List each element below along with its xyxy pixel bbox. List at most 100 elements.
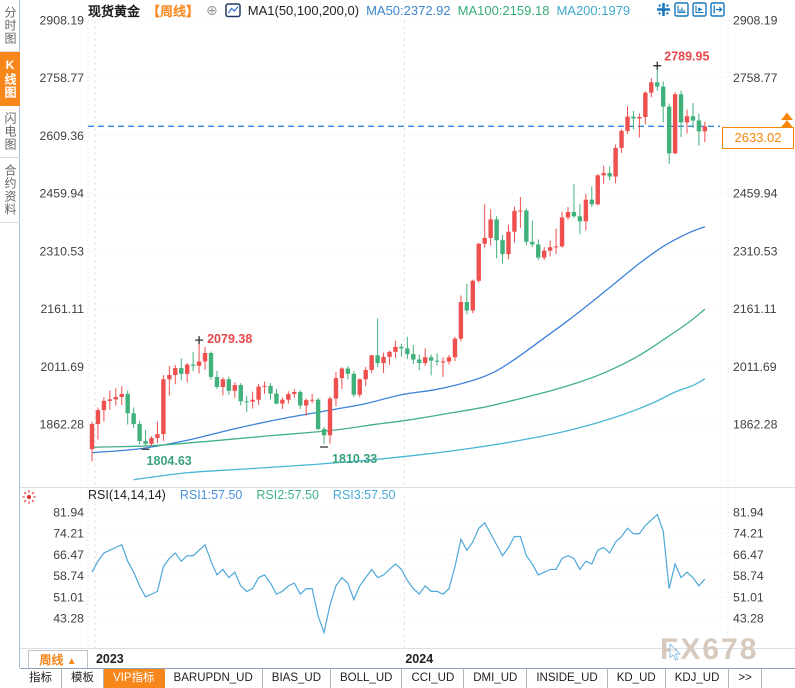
ma200-line [133, 378, 706, 481]
candle-body-down [274, 393, 279, 404]
indicator-settings-sun-icon[interactable] [21, 489, 37, 505]
price-axis-label-left: 2310.53 [40, 244, 85, 258]
candle-body-down [536, 244, 541, 258]
candle-body-up [482, 237, 487, 244]
chart-type-sidebar: 分时图 K线图 闪电图 合约资料 [0, 0, 20, 668]
tab-boll-ud[interactable]: BOLL_UD [331, 669, 403, 688]
candle-body-down [577, 216, 583, 222]
rsi-axis-label-left: 74.21 [53, 527, 84, 541]
indicator-tab-bar: 指标 模板 VIP指标 BARUPDN_UD BIAS_UD BOLL_UD C… [20, 668, 795, 688]
period-selector-button[interactable]: 周线 ▲ [28, 650, 88, 670]
price-scale-arrow-icon[interactable] [781, 112, 793, 128]
rsi-params-label[interactable]: RSI(14,14,14) [88, 488, 166, 502]
rsi-axis-label-right: 66.47 [733, 548, 764, 562]
candle-body-down [411, 354, 416, 360]
candle-body-up [393, 346, 398, 352]
candle-body-up [202, 353, 208, 362]
candle-body-up [476, 243, 481, 281]
rsi-bottom-divider [20, 648, 795, 649]
tab-template[interactable]: 模板 [62, 669, 104, 688]
tab-vip-indicator[interactable]: VIP指标 [104, 669, 165, 688]
axis-scale-arrow-icon[interactable] [692, 2, 707, 17]
candle-body-up [684, 116, 690, 123]
candle-body-down [244, 401, 249, 403]
candle-body-up [119, 393, 124, 398]
ma-settings-label[interactable]: MA1(50,100,200,0) [247, 2, 360, 18]
sidebar-item-contract-info[interactable]: 合约资料 [0, 158, 20, 223]
tab-kd-ud[interactable]: KD_UD [607, 669, 666, 688]
candle-body-up [512, 210, 517, 232]
tab-dmi-ud[interactable]: DMI_UD [464, 669, 528, 688]
candle-body-up [185, 364, 190, 374]
add-overlay-icon[interactable]: ⊕ [206, 2, 218, 18]
candle-body-up [423, 357, 428, 364]
candle-body-up [95, 410, 101, 425]
candle-body-down [661, 86, 666, 107]
candle-body-down [345, 368, 351, 374]
candle-body-up [286, 393, 291, 400]
candle-body-down [226, 379, 232, 391]
candle-body-down [655, 82, 660, 87]
sidebar-item-time-chart[interactable]: 分时图 [0, 0, 20, 52]
symbol-name: 现货黄金 [88, 3, 141, 19]
rsi-axis-label-right: 58.74 [733, 569, 764, 583]
axis-scale-bars-icon[interactable] [674, 2, 689, 17]
candle-body-down [321, 429, 327, 436]
candle-body-down [179, 368, 184, 374]
candle-body-up [369, 355, 374, 370]
chart-toolbar [656, 2, 725, 17]
candle-body-down [690, 116, 696, 121]
candle-body-down [666, 106, 672, 154]
high-marker-cross [195, 336, 204, 345]
price-axis-label-right: 2011.69 [733, 360, 777, 374]
rsi-axis-label-left: 51.01 [53, 590, 84, 604]
candle-body-up [619, 130, 624, 148]
candle-body-up [196, 361, 202, 366]
rsi-axis-label-right: 74.21 [733, 527, 764, 541]
exit-fullscreen-icon[interactable] [710, 2, 725, 17]
tab-indicator[interactable]: 指标 [20, 669, 62, 688]
candle-body-down [500, 240, 505, 255]
timeframe-label[interactable]: 【周线】 [147, 3, 200, 19]
rsi1-value: RSI1:57.50 [179, 488, 243, 502]
price-axis-label-left: 2908.19 [40, 14, 85, 28]
tab-kdj-ud[interactable]: KDJ_UD [665, 669, 730, 688]
tab-cci-ud[interactable]: CCI_UD [402, 669, 465, 688]
candle-body-up [649, 82, 654, 93]
rsi-header: RSI(14,14,14) RSI1:57.50 RSI2:57.50 RSI3… [88, 488, 395, 502]
period-selector-label: 周线 [39, 653, 64, 667]
candle-body-up [452, 338, 458, 358]
candle-body-up [280, 399, 285, 404]
candle-body-up [506, 231, 511, 255]
candle-body-down [268, 385, 273, 394]
mouse-cursor [669, 643, 682, 661]
candle-body-up [161, 379, 166, 435]
candle-body-up [262, 385, 267, 387]
tab-barupdn-ud[interactable]: BARUPDN_UD [164, 669, 263, 688]
panel-divider[interactable] [20, 487, 795, 488]
price-axis-label-right: 2161.11 [733, 302, 777, 316]
candle-body-up [387, 351, 392, 357]
tab-bias-ud[interactable]: BIAS_UD [262, 669, 332, 688]
candle-body-up [167, 375, 172, 380]
price-axis-label-left: 2609.36 [40, 129, 85, 143]
candle-body-up [107, 399, 113, 401]
sidebar-item-candlestick-chart[interactable]: K线图 [0, 52, 20, 106]
candle-body-up [333, 378, 339, 399]
ma50-value: MA50:2372.92 [366, 2, 451, 18]
tabs-more-button[interactable]: >> [729, 669, 762, 688]
candle-body-up [547, 247, 553, 251]
candle-body-up [446, 357, 452, 362]
crosshair-pan-icon[interactable] [656, 2, 671, 17]
candle-body-up [357, 379, 362, 395]
sidebar-item-flash-chart[interactable]: 闪电图 [0, 106, 20, 158]
candle-body-up [304, 400, 309, 406]
ma50-line [91, 226, 706, 454]
price-axis-label-left: 2161.11 [40, 302, 84, 316]
mini-chart-icon[interactable] [225, 2, 241, 18]
chart-plot-area[interactable] [88, 20, 728, 648]
candle-body-up [339, 368, 345, 379]
rsi-line [91, 513, 706, 635]
tab-inside-ud[interactable]: INSIDE_UD [527, 669, 608, 688]
